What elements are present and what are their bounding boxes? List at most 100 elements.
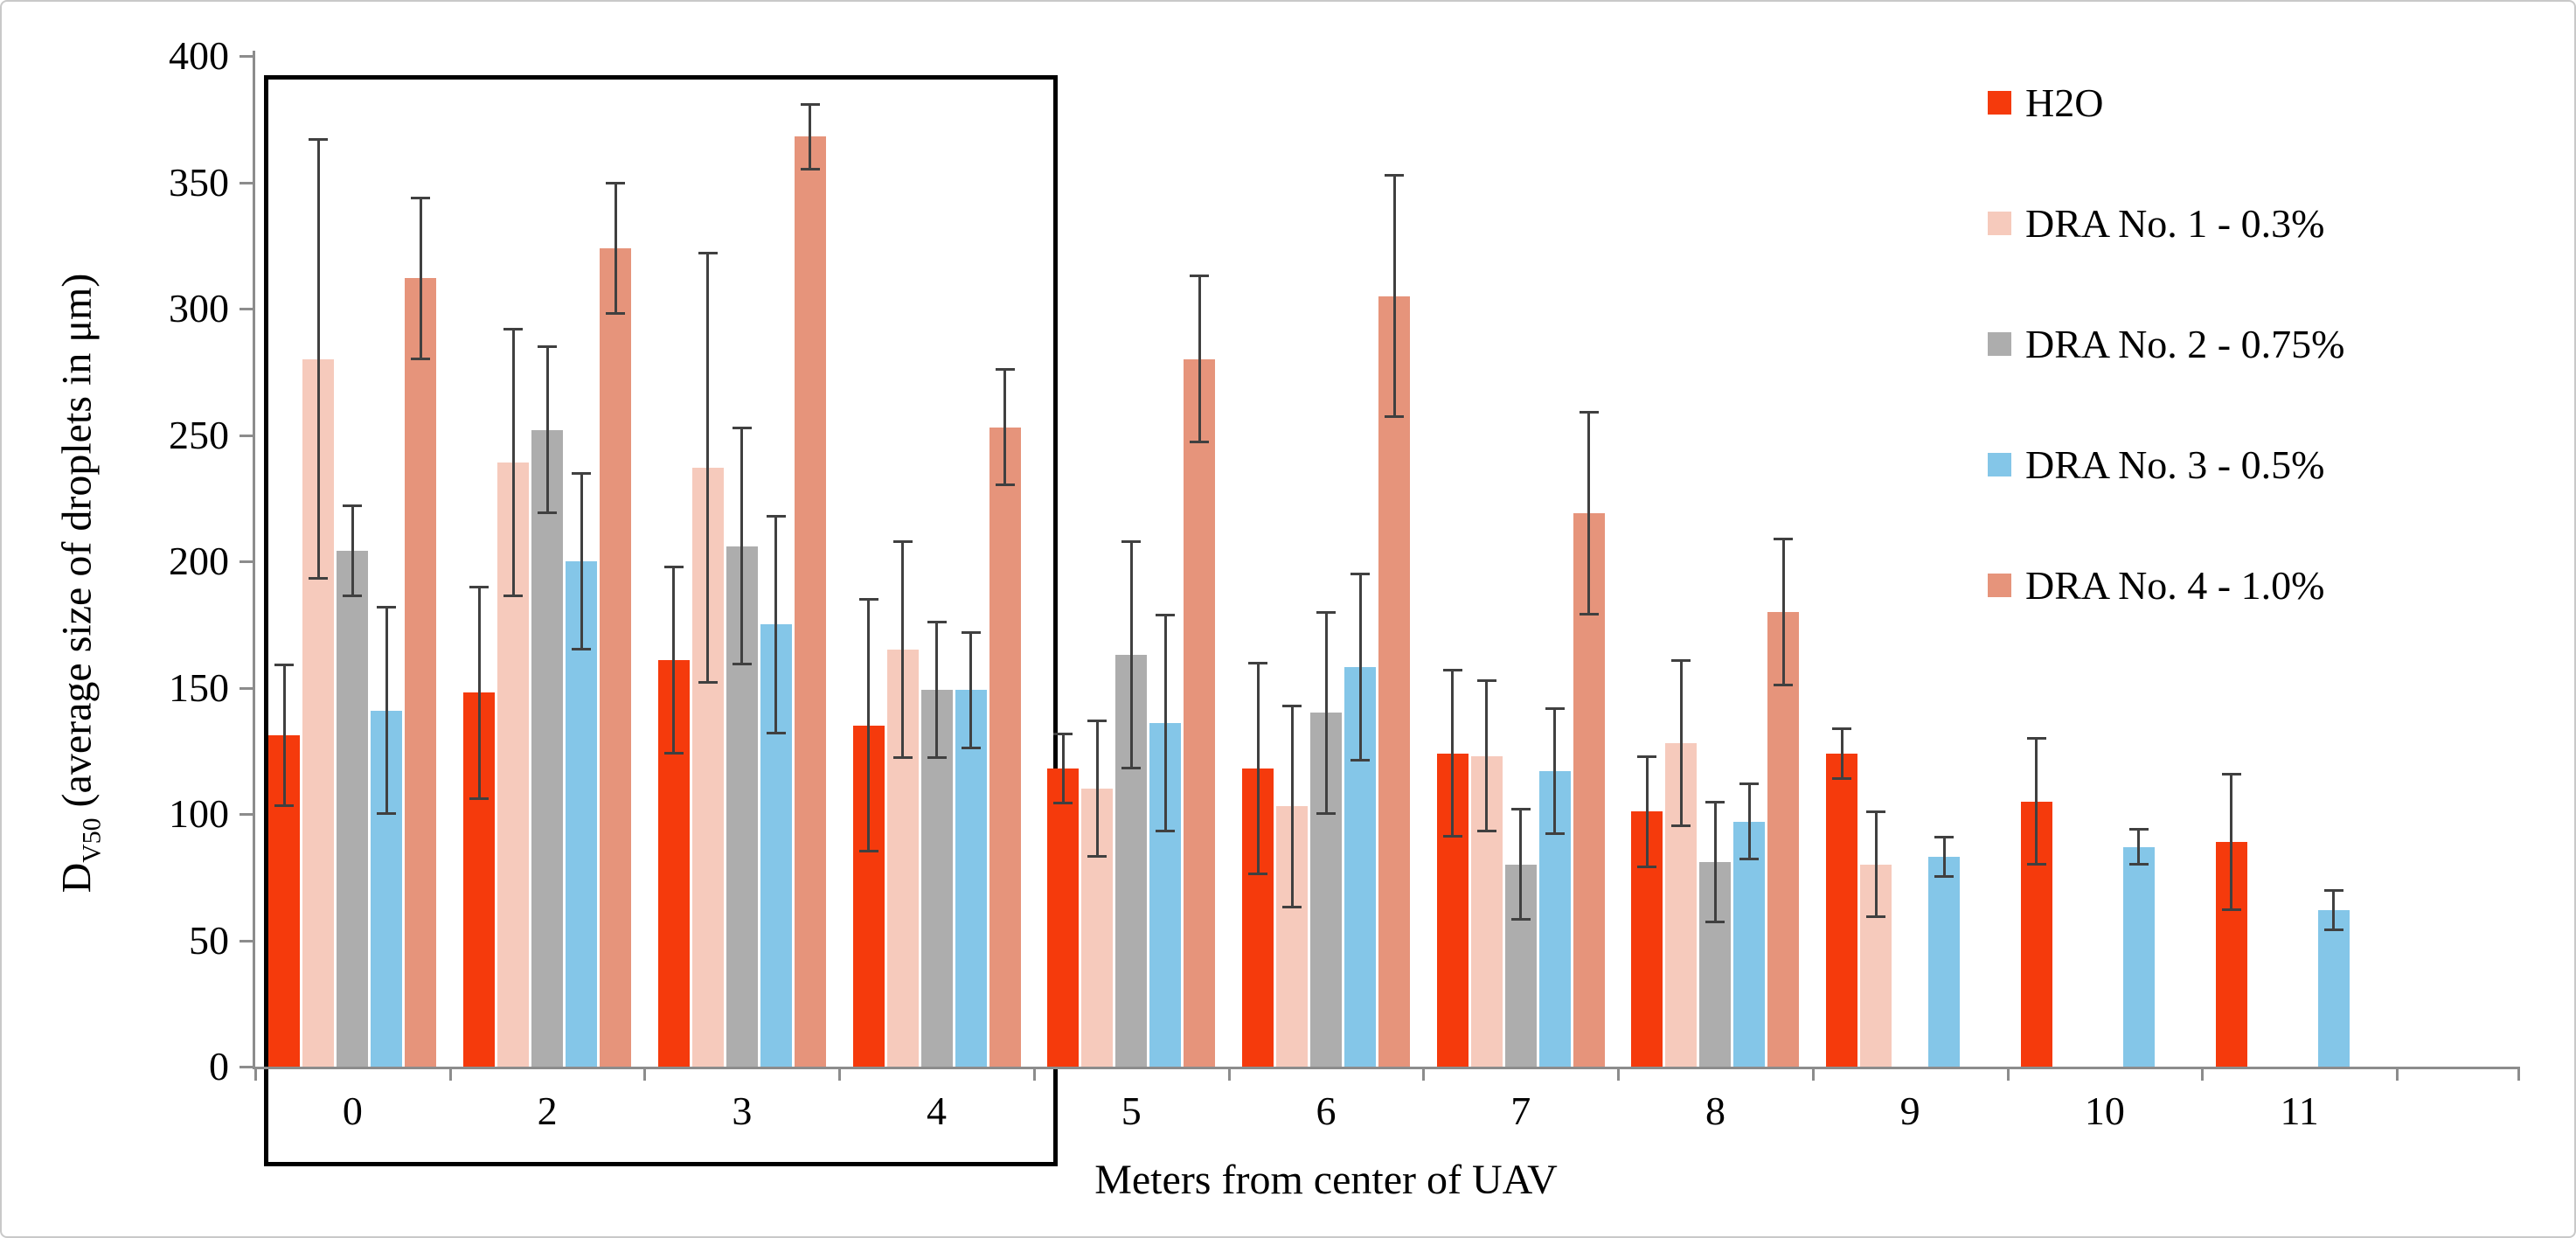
x-tick-mark <box>1617 1067 1621 1081</box>
y-tick-label: 0 <box>209 1044 229 1088</box>
error-bar-cap-top <box>538 345 558 349</box>
y-tick-mark <box>240 434 253 437</box>
error-bar-cap-bottom <box>766 731 786 734</box>
error-bar-cap-bottom <box>1476 830 1496 833</box>
x-tick-label: 4 <box>927 1088 948 1133</box>
error-bar <box>2137 829 2141 865</box>
y-axis-title-subscript: V50 <box>77 817 107 863</box>
error-bar <box>1290 705 1294 908</box>
x-tick-label: 8 <box>1705 1088 1725 1133</box>
bar-series-1-cat-5 <box>1047 768 1080 1067</box>
legend-item: H2O <box>1988 73 2344 131</box>
error-bar <box>2230 773 2233 910</box>
error-bar-cap-top <box>309 138 329 142</box>
error-bar-cap-top <box>1248 661 1267 664</box>
error-bar <box>1129 540 1133 769</box>
x-tick-label: 2 <box>537 1088 558 1133</box>
error-bar <box>1324 611 1328 814</box>
y-tick-label: 250 <box>169 412 229 457</box>
error-bar <box>614 182 617 314</box>
error-bar-cap-top <box>995 368 1015 372</box>
error-bar-cap-top <box>1705 800 1725 803</box>
error-bar-cap-bottom <box>1156 830 1176 833</box>
error-bar-cap-bottom <box>995 483 1015 487</box>
error-bar-cap-top <box>1442 669 1462 672</box>
error-bar <box>1198 275 1201 443</box>
error-bar <box>511 329 515 597</box>
error-bar <box>1747 783 1751 859</box>
error-bar-cap-top <box>1866 810 1886 814</box>
error-bar <box>580 472 583 650</box>
legend-swatch <box>1988 331 2011 356</box>
x-tick-label: 7 <box>1510 1088 1531 1133</box>
error-bar-cap-bottom <box>1190 441 1210 444</box>
error-bar-cap-bottom <box>274 804 295 808</box>
x-tick-mark <box>2396 1067 2399 1081</box>
error-bar-cap-bottom <box>892 756 913 760</box>
error-bar-cap-bottom <box>800 168 820 171</box>
x-tick-mark <box>2517 1067 2520 1081</box>
error-bar <box>1003 369 1007 486</box>
x-tick-mark <box>2006 1067 2010 1081</box>
error-bar-cap-bottom <box>343 595 363 598</box>
error-bar-cap-top <box>1385 173 1404 177</box>
legend-swatch <box>1988 452 2011 476</box>
error-bar-cap-bottom <box>572 648 592 651</box>
x-tick-label: 0 <box>342 1088 363 1133</box>
x-tick-mark <box>1227 1067 1231 1081</box>
error-bar <box>419 197 422 359</box>
error-bar-cap-top <box>1087 720 1107 723</box>
error-bar <box>935 622 939 759</box>
error-bar-cap-top <box>2128 828 2149 831</box>
error-bar-cap-top <box>1190 275 1210 278</box>
error-bar-cap-bottom <box>1316 812 1336 815</box>
y-axis-title-prefix: D <box>53 862 101 894</box>
error-bar-cap-bottom <box>927 756 947 760</box>
legend-label: DRA No. 3 - 0.5% <box>2025 442 2325 487</box>
error-bar-cap-top <box>892 539 913 543</box>
x-tick-mark <box>254 1067 257 1081</box>
x-tick-mark <box>2201 1067 2205 1081</box>
error-bar-cap-top <box>503 328 524 331</box>
legend-swatch <box>1988 211 2011 235</box>
error-bar <box>477 586 481 799</box>
bar-series-5-cat-0 <box>405 278 437 1067</box>
error-bar <box>385 607 388 814</box>
error-bar <box>351 505 354 597</box>
legend-label: DRA No. 2 - 0.75% <box>2025 321 2345 366</box>
error-bar-cap-bottom <box>1774 683 1794 686</box>
error-bar-cap-bottom <box>1053 802 1073 805</box>
legend-item: DRA No. 3 - 0.5% <box>1988 435 2344 493</box>
x-tick-mark <box>1811 1067 1815 1081</box>
bar-series-4-cat-9 <box>1928 857 1961 1067</box>
error-bar-cap-top <box>1316 610 1336 614</box>
error-bar-cap-bottom <box>1579 612 1599 616</box>
error-bar <box>1358 574 1362 762</box>
error-bar <box>867 599 871 852</box>
error-bar-cap-bottom <box>961 746 981 749</box>
error-bar <box>545 346 549 514</box>
x-axis-title: Meters from center of UAV <box>1094 1157 1558 1203</box>
error-bar-cap-top <box>469 585 490 588</box>
error-bar <box>316 139 320 580</box>
x-axis-line <box>253 1067 2519 1069</box>
bar-series-5-cat-6 <box>1378 296 1410 1067</box>
error-bar-cap-bottom <box>503 595 524 598</box>
y-tick-mark <box>240 560 253 563</box>
y-tick-label: 350 <box>169 159 229 205</box>
error-bar-cap-bottom <box>698 680 718 684</box>
error-bar-cap-top <box>572 471 592 475</box>
legend-label: DRA No. 1 - 0.3% <box>2025 200 2325 246</box>
y-axis-line <box>253 51 255 1069</box>
error-bar-cap-bottom <box>2128 862 2149 866</box>
y-tick-label: 50 <box>189 917 229 963</box>
error-bar-cap-bottom <box>2221 908 2241 911</box>
error-bar-cap-bottom <box>1087 855 1107 859</box>
bar-series-5-cat-2 <box>600 247 632 1067</box>
y-tick-label: 400 <box>169 33 229 78</box>
error-bar <box>706 253 710 683</box>
error-bar-cap-top <box>1156 613 1176 616</box>
error-bar-cap-bottom <box>1121 766 1142 769</box>
error-bar-cap-bottom <box>411 357 431 360</box>
